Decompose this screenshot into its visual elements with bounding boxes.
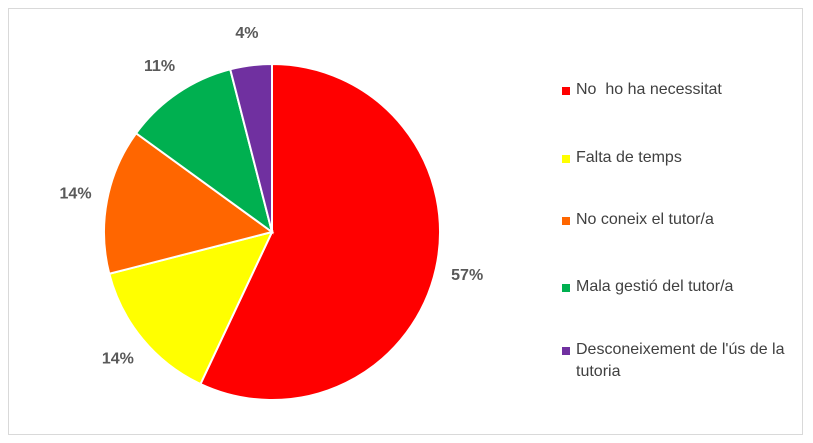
pie-slice — [199, 62, 441, 401]
data-label: 11% — [144, 58, 175, 75]
legend-item: Mala gestió del tutor/a — [560, 278, 800, 298]
legend-label: Desconeixement de l'ús de la tutoria — [576, 341, 789, 380]
legend-label: Falta de temps — [576, 149, 682, 166]
legend-label: No ho ha necessitat — [576, 81, 722, 98]
legend-swatch — [562, 155, 570, 163]
data-label: 14% — [60, 186, 92, 203]
legend-swatch — [562, 87, 570, 95]
pie-slice — [108, 230, 274, 386]
legend-swatch — [562, 347, 570, 355]
legend-item: Desconeixement de l'ús de la tutoria — [560, 341, 800, 383]
legend-item: No ho ha necessitat — [560, 81, 800, 101]
data-label: 14% — [102, 351, 134, 368]
data-label: 4% — [235, 25, 258, 42]
legend-swatch — [562, 217, 570, 225]
legend-label: No coneix el tutor/a — [576, 211, 714, 228]
data-label: 57% — [451, 267, 483, 284]
pie-slice — [103, 131, 275, 275]
chart-frame — [8, 8, 803, 435]
legend-item: No coneix el tutor/a — [560, 211, 800, 231]
legend-label: Mala gestió del tutor/a — [576, 278, 734, 295]
pie-slice — [229, 62, 273, 233]
legend-item: Falta de temps — [560, 149, 800, 169]
legend-swatch — [562, 284, 570, 292]
pie-slice — [134, 68, 274, 235]
